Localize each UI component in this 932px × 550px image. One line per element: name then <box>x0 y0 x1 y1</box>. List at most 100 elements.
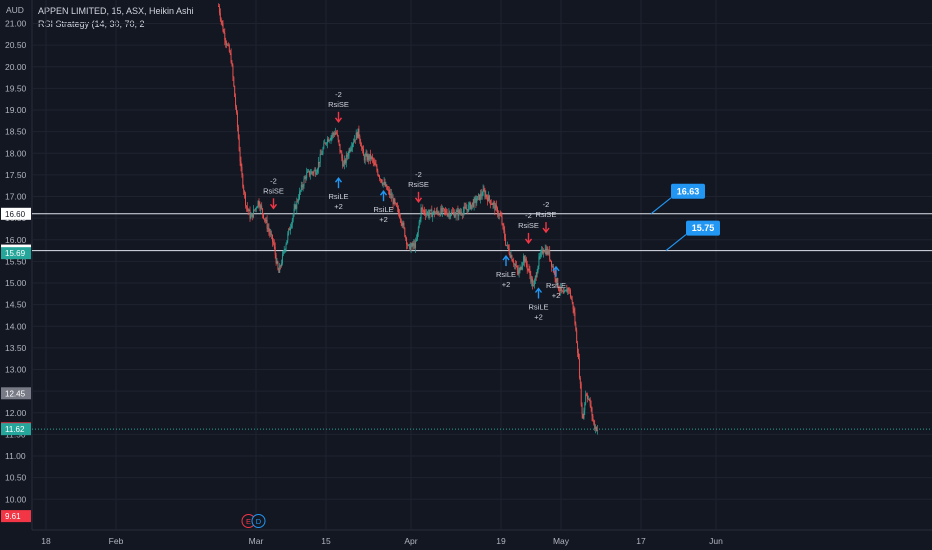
candle-body <box>396 203 398 207</box>
candle-body <box>449 212 451 217</box>
candle-body <box>484 190 486 197</box>
candle-body <box>227 44 229 46</box>
candle-body <box>321 153 323 155</box>
event-marker <box>251 514 266 528</box>
candle-body <box>524 256 525 263</box>
candle-body <box>299 191 300 199</box>
candle-body <box>504 230 506 239</box>
candle-body <box>323 143 325 149</box>
candle-body <box>253 209 255 218</box>
long-signal-label: RsiLE <box>528 302 548 311</box>
candle-body <box>441 208 443 212</box>
candle-body <box>491 204 493 205</box>
candle-body <box>285 244 287 250</box>
candle-body <box>506 244 508 246</box>
price-badge <box>1 423 31 436</box>
candle-body <box>346 154 348 157</box>
candle-body <box>237 126 239 139</box>
candle-body <box>461 214 463 216</box>
candle-body <box>360 141 362 147</box>
long-signal-label: +2 <box>334 202 343 211</box>
x-tick-label: Mar <box>249 536 264 546</box>
candle-body <box>376 166 378 171</box>
candle-body <box>255 207 257 209</box>
candle-body <box>452 212 454 213</box>
candle-body <box>533 285 534 287</box>
candle-body <box>381 182 383 185</box>
candle-body <box>409 244 411 251</box>
candle-body <box>289 228 291 231</box>
candle-body <box>248 210 250 212</box>
candle-body <box>566 289 568 293</box>
candle-body <box>420 207 422 219</box>
candle-body <box>416 239 417 241</box>
candle-body <box>549 250 551 260</box>
candle-body <box>587 398 589 400</box>
candle-body <box>555 278 557 282</box>
candle-body <box>326 138 328 144</box>
short-arrow-head <box>542 227 550 234</box>
candle-body <box>462 210 464 215</box>
y-tick-label: 10.00 <box>5 494 27 504</box>
long-signal-label: RsiLE <box>496 270 516 279</box>
candle-body <box>529 269 531 276</box>
candle-body <box>565 289 567 291</box>
candle-body <box>476 200 478 203</box>
candle-body <box>560 286 561 291</box>
candle-body <box>405 236 407 238</box>
candle-body <box>259 205 261 209</box>
candle-body <box>340 151 342 153</box>
candle-body <box>443 208 444 209</box>
candle-body <box>596 429 598 432</box>
candle-body <box>492 203 494 205</box>
y-tick-label: 13.50 <box>5 343 27 353</box>
candle-body <box>541 249 543 253</box>
candle-body <box>384 181 386 187</box>
y-tick-label: 12.00 <box>5 408 27 418</box>
candle-body <box>479 194 480 200</box>
candle-body <box>574 312 576 324</box>
candle-body <box>281 254 283 264</box>
candle-body <box>290 224 292 228</box>
candle-body <box>337 135 339 140</box>
candle-body <box>398 208 399 213</box>
candle-body <box>473 198 475 207</box>
candle-body <box>511 255 513 261</box>
candle-body <box>458 210 460 217</box>
price-badge-label: 9.61 <box>5 512 21 521</box>
candle-body <box>560 286 562 291</box>
candle-body <box>438 213 440 215</box>
candle-body <box>550 259 552 261</box>
candle-body <box>308 170 309 172</box>
candle-body <box>315 169 317 175</box>
candle-body <box>304 177 306 179</box>
candle-body <box>362 147 363 149</box>
candle-body <box>385 184 387 187</box>
candle-body <box>327 138 329 142</box>
candle-body <box>542 249 543 254</box>
candle-body <box>324 142 326 144</box>
candle-body <box>427 212 429 217</box>
candle-body <box>274 246 276 255</box>
y-tick-label: 20.00 <box>5 62 27 72</box>
candle-body <box>567 288 569 293</box>
candle-body <box>429 210 431 214</box>
candle-body <box>535 276 537 278</box>
candle-body <box>254 208 256 211</box>
candle-body <box>554 271 556 279</box>
candle-body <box>284 249 286 251</box>
candle-body <box>402 223 404 226</box>
price-badge-label: 15.69 <box>5 249 26 258</box>
y-tick-label: 20.50 <box>5 40 27 50</box>
candle-body <box>540 252 542 257</box>
candle-body <box>445 210 447 214</box>
candle-body <box>280 265 282 267</box>
candle-body <box>287 233 289 241</box>
short-signal-label: -2 <box>335 90 342 99</box>
candle-body <box>468 205 470 212</box>
candle-body <box>353 139 355 143</box>
candle-body <box>369 154 371 160</box>
candle-body <box>528 269 530 270</box>
candle-body <box>522 262 524 267</box>
